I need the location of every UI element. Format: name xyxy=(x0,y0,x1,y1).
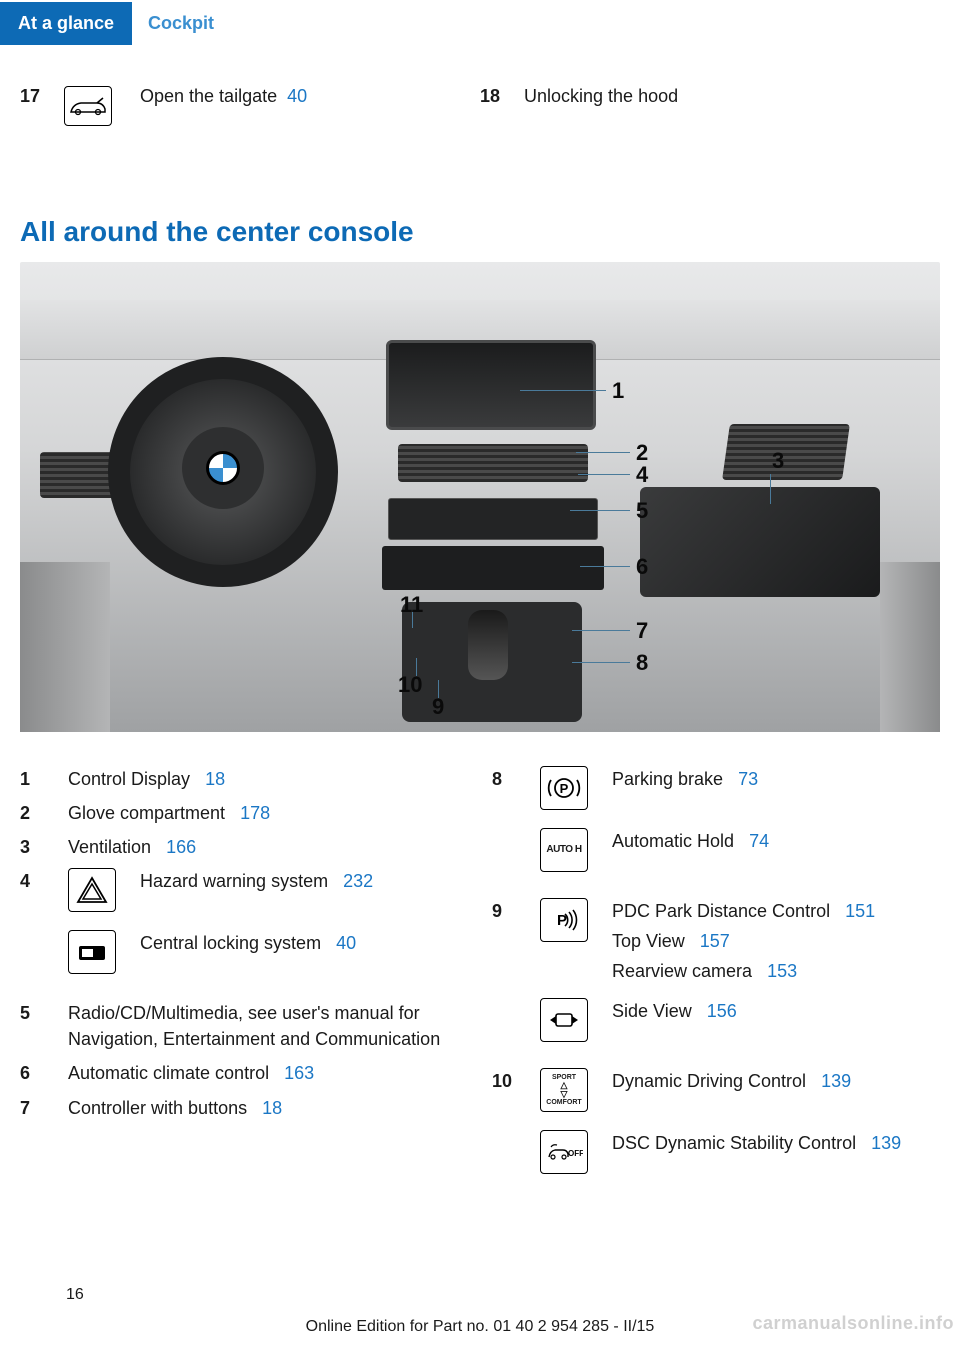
legend-9a-link[interactable]: 151 xyxy=(845,901,875,921)
item-17-num: 17 xyxy=(20,86,46,107)
callout-4: 4 xyxy=(636,462,648,488)
hazard-warning-icon xyxy=(68,868,116,912)
svg-text:P: P xyxy=(560,781,569,796)
legend-4b-link[interactable]: 40 xyxy=(336,933,356,953)
legend-6-text: Automatic climate control xyxy=(68,1063,269,1083)
legend-9b-text: Top View xyxy=(612,931,685,951)
legend-8b-link[interactable]: 74 xyxy=(749,831,769,851)
legend-3-num: 3 xyxy=(20,834,50,860)
legend-3-text: Ventilation xyxy=(68,837,151,857)
center-console-image: 1 2 3 4 5 6 7 8 9 10 11 xyxy=(20,262,940,732)
legend-2-num: 2 xyxy=(20,800,50,826)
legend-4-num: 4 xyxy=(20,868,50,894)
legend-1-text: Control Display xyxy=(68,769,190,789)
right-column: 8 P Parking brake xyxy=(492,766,940,1200)
legend-row-2: 2 Glove compartment 178 xyxy=(20,800,468,826)
item-18-text: Unlocking the hood xyxy=(524,86,678,107)
callout-1: 1 xyxy=(612,378,624,404)
legend-7-num: 7 xyxy=(20,1095,50,1121)
legend-row-1: 1 Control Display 18 xyxy=(20,766,468,792)
legend-row-9: 9 P PDC Park xyxy=(492,898,940,1060)
item-18: 18 Unlocking the hood xyxy=(480,86,940,126)
legend-10b-text: DSC Dynamic Stability Control xyxy=(612,1133,856,1153)
legend-6-num: 6 xyxy=(20,1060,50,1086)
legend-9c-link[interactable]: 153 xyxy=(767,961,797,981)
legend-10-num: 10 xyxy=(492,1068,522,1094)
pdc-icon: P xyxy=(540,898,588,942)
legend-columns: 1 Control Display 18 2 Glove compartment… xyxy=(20,766,940,1200)
legend-10b-link[interactable]: 139 xyxy=(871,1133,901,1153)
callout-7: 7 xyxy=(636,618,648,644)
legend-8-num: 8 xyxy=(492,766,522,792)
legend-8b-text: Automatic Hold xyxy=(612,831,734,851)
callout-10: 10 xyxy=(398,672,422,698)
item-17: 17 Open the tailgate 40 xyxy=(20,86,480,126)
legend-row-7: 7 Controller with buttons 18 xyxy=(20,1095,468,1121)
callout-6: 6 xyxy=(636,554,648,580)
legend-row-8: 8 P Parking brake xyxy=(492,766,940,890)
legend-3-link[interactable]: 166 xyxy=(166,837,196,857)
dynamic-driving-icon: SPORT △ ▽ COMFORT xyxy=(540,1068,588,1112)
callout-8: 8 xyxy=(636,650,648,676)
legend-7-link[interactable]: 18 xyxy=(262,1098,282,1118)
legend-10a-link[interactable]: 139 xyxy=(821,1071,851,1091)
top-items: 17 Open the tailgate 40 18 Unlocking the… xyxy=(20,86,940,126)
legend-5-text: Radio/CD/Multimedia, see user's manual f… xyxy=(68,1003,440,1049)
side-view-icon xyxy=(540,998,588,1042)
legend-9-num: 9 xyxy=(492,898,522,924)
legend-10a-text: Dynamic Driving Control xyxy=(612,1071,806,1091)
legend-4a-text: Hazard warning system xyxy=(140,871,328,891)
page-content: 17 Open the tailgate 40 18 Unlocking the… xyxy=(0,46,960,1200)
tailgate-icon xyxy=(64,86,112,126)
legend-1-link[interactable]: 18 xyxy=(205,769,225,789)
legend-4b-text: Central locking system xyxy=(140,933,321,953)
legend-row-6: 6 Automatic climate control 163 xyxy=(20,1060,468,1086)
auto-hold-icon: AUTO H xyxy=(540,828,588,872)
legend-5-num: 5 xyxy=(20,1000,50,1026)
legend-row-10: 10 SPORT △ ▽ COMFORT Dynamic Driving Con… xyxy=(492,1068,940,1192)
legend-row-3: 3 Ventilation 166 xyxy=(20,834,468,860)
header-tab: At a glance xyxy=(0,2,132,45)
legend-8a-text: Parking brake xyxy=(612,769,723,789)
legend-9b-link[interactable]: 157 xyxy=(700,931,730,951)
callout-5: 5 xyxy=(636,498,648,524)
legend-1-num: 1 xyxy=(20,766,50,792)
item-18-num: 18 xyxy=(480,86,506,107)
legend-4a-link[interactable]: 232 xyxy=(343,871,373,891)
legend-row-5: 5 Radio/CD/Multimedia, see user's manual… xyxy=(20,1000,468,1052)
legend-row-4: 4 Hazard warning system 232 xyxy=(20,868,468,992)
legend-9c-text: Rearview camera xyxy=(612,961,752,981)
legend-8a-link[interactable]: 73 xyxy=(738,769,758,789)
header-section: Cockpit xyxy=(132,2,230,45)
callout-9: 9 xyxy=(432,694,444,720)
item-17-text: Open the tailgate xyxy=(140,86,277,107)
left-column: 1 Control Display 18 2 Glove compartment… xyxy=(20,766,468,1200)
central-locking-icon xyxy=(68,930,116,974)
item-17-link[interactable]: 40 xyxy=(287,86,307,107)
callout-3: 3 xyxy=(772,448,784,474)
parking-brake-icon: P xyxy=(540,766,588,810)
callout-11: 11 xyxy=(400,592,423,618)
legend-7-text: Controller with buttons xyxy=(68,1098,247,1118)
comfort-label: COMFORT xyxy=(546,1099,581,1106)
svg-text:OFF: OFF xyxy=(568,1149,583,1158)
legend-2-link[interactable]: 178 xyxy=(240,803,270,823)
section-title: All around the center console xyxy=(20,216,940,248)
legend-9d-link[interactable]: 156 xyxy=(707,1001,737,1021)
legend-2-text: Glove compartment xyxy=(68,803,225,823)
legend-6-link[interactable]: 163 xyxy=(284,1063,314,1083)
legend-9a-text: PDC Park Distance Control xyxy=(612,901,830,921)
header-bar: At a glance Cockpit xyxy=(0,0,960,46)
dsc-off-icon: OFF xyxy=(540,1130,588,1174)
watermark: carmanualsonline.info xyxy=(752,1313,954,1334)
page-number: 16 xyxy=(66,1286,84,1304)
legend-9d-text: Side View xyxy=(612,1001,692,1021)
